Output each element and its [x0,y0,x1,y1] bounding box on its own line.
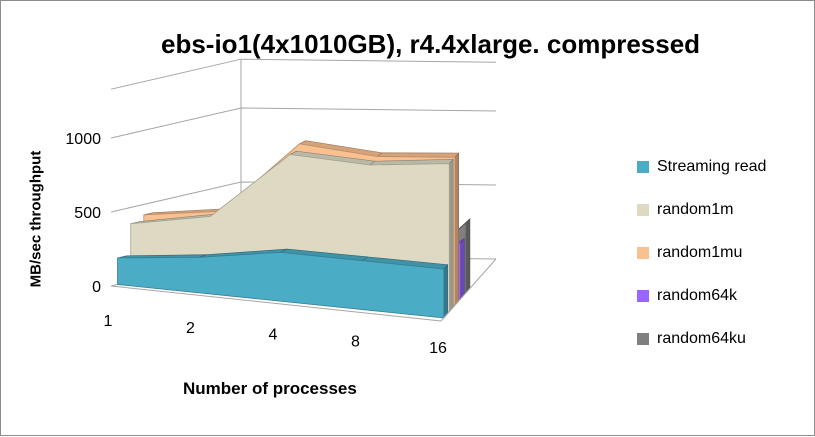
y-tick-label: 1000 [65,131,101,148]
x-tick-label: 2 [186,320,195,337]
area-end-cap [449,159,453,311]
legend-item: Streaming read [637,156,766,177]
x-tick-label: 8 [351,333,360,350]
back-wall-edge [111,59,496,89]
area-end-cap [466,219,470,293]
y-tick-label: 500 [74,205,101,222]
x-tick-label: 16 [429,340,447,357]
legend-label: random1m [657,201,733,219]
legend-swatch [637,204,649,216]
legend-label: random64k [657,287,737,305]
y-tick-label: 0 [92,279,101,296]
legend-item: random64ku [637,328,766,349]
area-end-cap [455,153,459,305]
legend-swatch [637,290,649,302]
x-tick-label: 1 [104,313,113,330]
legend-swatch [637,247,649,259]
legend-label: random64ku [657,330,746,348]
legend-label: random1mu [657,244,742,262]
x-tick-label: 4 [269,327,278,344]
legend-item: random1mu [637,242,766,263]
legend-swatch [637,333,649,345]
legend: Streaming read random1m random1mu random64k… [637,156,766,371]
gridline [111,108,496,138]
area-end-cap [461,239,465,300]
legend-item: random1m [637,199,766,220]
legend-item: random64k [637,285,766,306]
area-end-cap [444,265,448,318]
legend-swatch [637,161,649,173]
legend-label: Streaming read [657,158,766,176]
